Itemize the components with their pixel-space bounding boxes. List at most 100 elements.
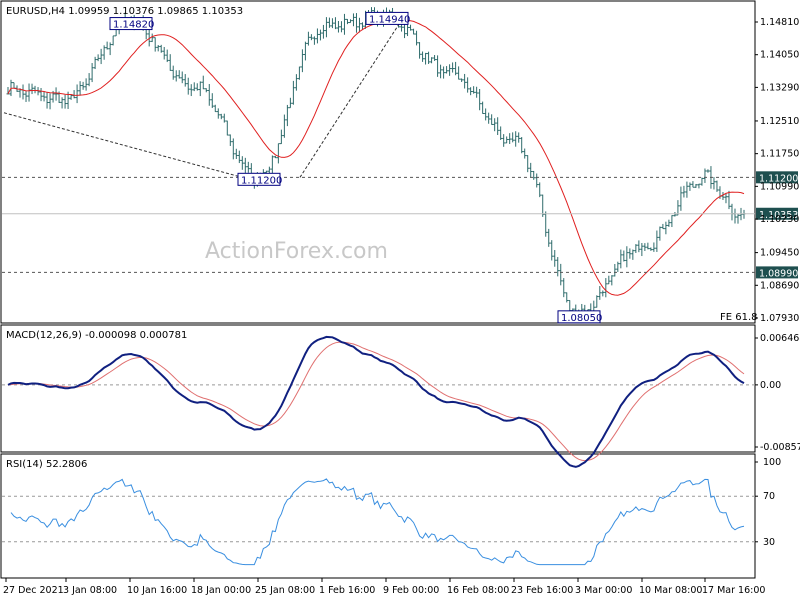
ohlc-bar (171, 65, 175, 80)
ohlc-bar (517, 132, 521, 143)
price-axis-label: 1.07930 (760, 313, 799, 324)
ohlc-bar (685, 181, 689, 198)
ohlc-bar (96, 54, 100, 62)
ohlc-bar (400, 24, 404, 32)
ohlc-bar (541, 194, 545, 217)
ohlc-bar (33, 85, 37, 94)
ohlc-bar (273, 155, 277, 159)
price-axis-label: 1.12510 (760, 116, 799, 127)
macd-layer (2, 335, 755, 468)
ohlc-bar (90, 63, 94, 83)
ohlc-bar (189, 84, 193, 97)
ohlc-bar (234, 148, 238, 159)
ohlc-bar (559, 263, 563, 286)
ohlc-bar (198, 81, 202, 97)
ohlc-bar (406, 24, 410, 37)
level-tag-text: 1.11200 (759, 173, 798, 184)
ohlc-bar (24, 91, 28, 102)
ohlc-bar (640, 243, 644, 257)
rsi-line (10, 478, 745, 566)
ohlc-bar (153, 37, 157, 52)
ohlc-bar (237, 150, 241, 164)
macd-axis-label: 0.006468 (760, 333, 800, 344)
ohlc-bar (595, 295, 599, 308)
ohlc-bar (108, 42, 112, 56)
price-axis-label: 1.08690 (760, 280, 799, 291)
ohlc-bar (333, 17, 337, 30)
ohlc-bar (703, 168, 707, 183)
chart-title: EURUSD,H4 1.09959 1.10376 1.09865 1.1035… (6, 6, 243, 17)
ohlc-bar (99, 48, 103, 65)
price-annotation-text: 1.11200 (241, 175, 282, 186)
ohlc-bar (45, 92, 49, 109)
ohlc-bar (207, 84, 211, 106)
ohlc-bar (412, 28, 416, 35)
ohlc-bar (186, 77, 190, 95)
ohlc-bar (508, 133, 512, 144)
time-axis-label: 18 Jan 00:00 (191, 585, 251, 596)
ohlc-bar (643, 243, 647, 252)
ohlc-bar (282, 114, 286, 138)
ohlc-bar (457, 66, 461, 80)
ohlc-bar (607, 275, 611, 285)
ohlc-bar (556, 257, 560, 277)
ohlc-bar (63, 94, 67, 109)
ohlc-bar (354, 13, 358, 33)
ohlc-bar (324, 17, 328, 38)
ohlc-bar (183, 74, 187, 87)
ohlc-bar (30, 83, 34, 95)
time-axis-label: 10 Jan 16:00 (127, 585, 187, 596)
ohlc-bar (673, 212, 677, 217)
ohlc-bar (664, 221, 668, 235)
ohlc-bar (454, 61, 458, 76)
ohlc-bar (553, 250, 557, 267)
ohlc-bar (342, 13, 346, 35)
ohlc-bar (264, 170, 268, 174)
ohlc-bar (670, 215, 674, 228)
ohlc-bar (312, 36, 316, 45)
ohlc-bar (201, 75, 205, 90)
ohlc-bar (162, 46, 166, 60)
ohlc-bar (706, 169, 710, 173)
time-axis-label: 25 Jan 08:00 (255, 585, 315, 596)
ohlc-bar (357, 17, 361, 33)
ohlc-bar (562, 278, 566, 298)
trendline-down (3, 112, 243, 178)
ohlc-bar (505, 136, 509, 144)
ohlc-bar (336, 20, 340, 33)
ohlc-bar (192, 82, 196, 92)
price-tag (756, 207, 798, 220)
ohlc-bar (195, 83, 199, 91)
ohlc-bar (523, 148, 527, 159)
rsi-axis-label: 30 (763, 537, 775, 548)
ohlc-bar (409, 24, 413, 31)
ohlc-bar (616, 261, 620, 272)
ohlc-bar (147, 29, 151, 47)
ohlc-bar (424, 52, 428, 65)
ohlc-bar (694, 183, 698, 188)
price-annotation-box (237, 172, 281, 186)
ohlc-bar (225, 120, 229, 136)
ohlc-bar (102, 45, 106, 60)
ohlc-bar (487, 112, 491, 124)
ohlc-bar (330, 18, 334, 29)
ohlc-bar (598, 286, 602, 300)
ohlc-bar (448, 64, 452, 76)
ohlc-bar (634, 244, 638, 254)
ohlc-bar (628, 248, 632, 259)
ohlc-bar (321, 24, 325, 39)
time-axis-label: 16 Feb 08:00 (447, 585, 509, 596)
ohlc-bar (493, 118, 497, 132)
price-axis-label: 1.14050 (760, 50, 799, 61)
ohlc-bar (445, 66, 449, 74)
ohlc-bar (520, 137, 524, 154)
ohlc-bar (667, 219, 671, 227)
ohlc-bar (427, 51, 431, 64)
ohlc-bar (472, 86, 476, 94)
price-annotation-text: 1.14820 (113, 20, 154, 31)
ohlc-bar (604, 278, 608, 298)
rsi-axis-label: 70 (763, 491, 775, 502)
ohlc-bar (529, 162, 533, 178)
ohlc-bar (535, 173, 539, 188)
ohlc-bar (661, 223, 665, 230)
